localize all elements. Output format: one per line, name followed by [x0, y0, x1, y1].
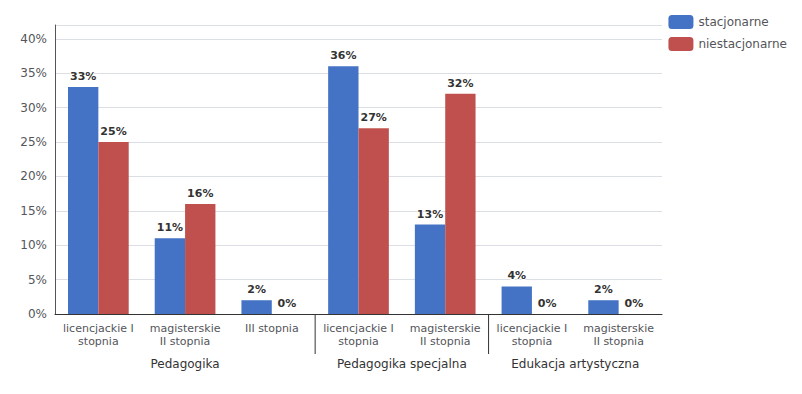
svg-text:15%: 15% — [20, 204, 47, 218]
svg-text:niestacjonarne: niestacjonarne — [698, 37, 787, 51]
svg-text:II stopnia: II stopnia — [420, 335, 471, 348]
svg-text:licencjackie I: licencjackie I — [63, 322, 134, 335]
svg-text:13%: 13% — [417, 208, 443, 221]
svg-text:0%: 0% — [28, 307, 47, 321]
svg-text:2%: 2% — [594, 283, 613, 296]
svg-text:stopnia: stopnia — [338, 335, 379, 348]
svg-text:III stopnia: III stopnia — [245, 322, 299, 335]
svg-text:33%: 33% — [70, 70, 96, 83]
svg-text:36%: 36% — [330, 49, 356, 62]
svg-text:10%: 10% — [20, 238, 47, 252]
svg-text:20%: 20% — [20, 169, 47, 183]
svg-text:25%: 25% — [100, 125, 126, 138]
svg-text:0%: 0% — [278, 297, 297, 310]
svg-text:4%: 4% — [507, 269, 526, 282]
svg-text:2%: 2% — [247, 283, 266, 296]
svg-text:27%: 27% — [361, 111, 387, 124]
svg-text:Pedagogika: Pedagogika — [150, 357, 219, 371]
svg-text:licencjackie I: licencjackie I — [323, 322, 394, 335]
svg-text:40%: 40% — [20, 32, 47, 46]
svg-text:licencjackie I: licencjackie I — [497, 322, 568, 335]
svg-text:Pedagogika specjalna: Pedagogika specjalna — [337, 357, 467, 371]
svg-text:magisterskie: magisterskie — [410, 322, 481, 335]
svg-text:II stopnia: II stopnia — [593, 335, 644, 348]
svg-text:11%: 11% — [157, 221, 183, 234]
svg-text:25%: 25% — [20, 135, 47, 149]
svg-text:32%: 32% — [447, 77, 473, 90]
svg-text:0%: 0% — [538, 297, 557, 310]
svg-text:Edukacja artystyczna: Edukacja artystyczna — [511, 357, 639, 371]
svg-text:stopnia: stopnia — [78, 335, 119, 348]
svg-text:magisterskie: magisterskie — [150, 322, 221, 335]
svg-text:16%: 16% — [187, 187, 213, 200]
svg-text:stacjonarne: stacjonarne — [698, 15, 768, 29]
svg-text:5%: 5% — [28, 273, 47, 287]
svg-text:30%: 30% — [20, 101, 47, 115]
svg-text:magisterskie: magisterskie — [583, 322, 654, 335]
svg-text:0%: 0% — [624, 297, 643, 310]
svg-text:II stopnia: II stopnia — [160, 335, 211, 348]
svg-text:stopnia: stopnia — [512, 335, 553, 348]
svg-text:35%: 35% — [20, 66, 47, 80]
